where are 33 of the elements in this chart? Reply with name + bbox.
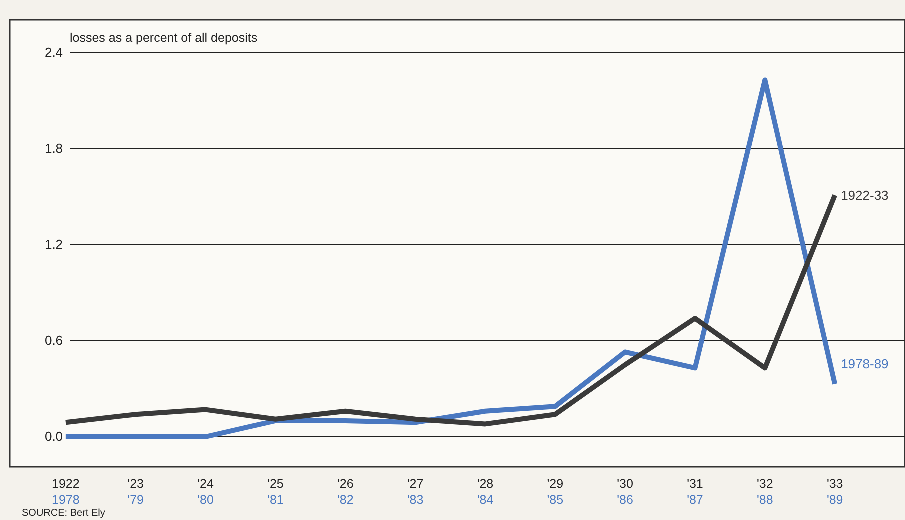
x-tick-label: '28 (477, 476, 494, 491)
x-tick-label: '31 (687, 476, 704, 491)
series-label: 1978-89 (841, 356, 889, 372)
x-tick-label: '30 (617, 476, 634, 491)
source-note: SOURCE: Bert Ely (22, 508, 106, 519)
y-tick-label: 2.4 (44, 45, 64, 60)
x-tick-label: '23 (128, 476, 144, 491)
x-tick-label: '24 (198, 476, 214, 491)
x2-tick-label: 1978 (52, 492, 80, 507)
x-tick-label: '29 (547, 476, 564, 491)
x-tick-label: 1922 (52, 476, 80, 491)
y-axis-title: losses as a percent of all deposits (70, 31, 258, 45)
y-tick-label: 1.8 (44, 141, 64, 156)
y-tick-label: 0.6 (44, 333, 64, 348)
series-label: 1922-33 (841, 188, 889, 203)
x2-tick-label: '81 (268, 492, 284, 507)
y-tick-label: 1.2 (44, 237, 64, 252)
x2-tick-label: '79 (128, 492, 144, 507)
x2-tick-label: '86 (617, 492, 634, 507)
x2-tick-label: '87 (687, 492, 704, 507)
x2-tick-label: '82 (337, 492, 354, 507)
x2-tick-label: '80 (198, 492, 214, 507)
x-tick-label: '25 (268, 476, 284, 491)
x2-tick-label: '88 (757, 492, 774, 507)
x2-tick-label: '84 (477, 492, 494, 507)
y-tick-label: 0.0 (44, 429, 64, 444)
x-tick-label: '33 (826, 476, 844, 491)
x2-tick-label: '85 (547, 492, 564, 507)
x-tick-label: '27 (407, 476, 424, 491)
x2-tick-label: '83 (407, 492, 424, 507)
x2-tick-label: '89 (826, 492, 844, 507)
x-tick-label: '32 (757, 476, 774, 491)
x-tick-label: '26 (337, 476, 354, 491)
